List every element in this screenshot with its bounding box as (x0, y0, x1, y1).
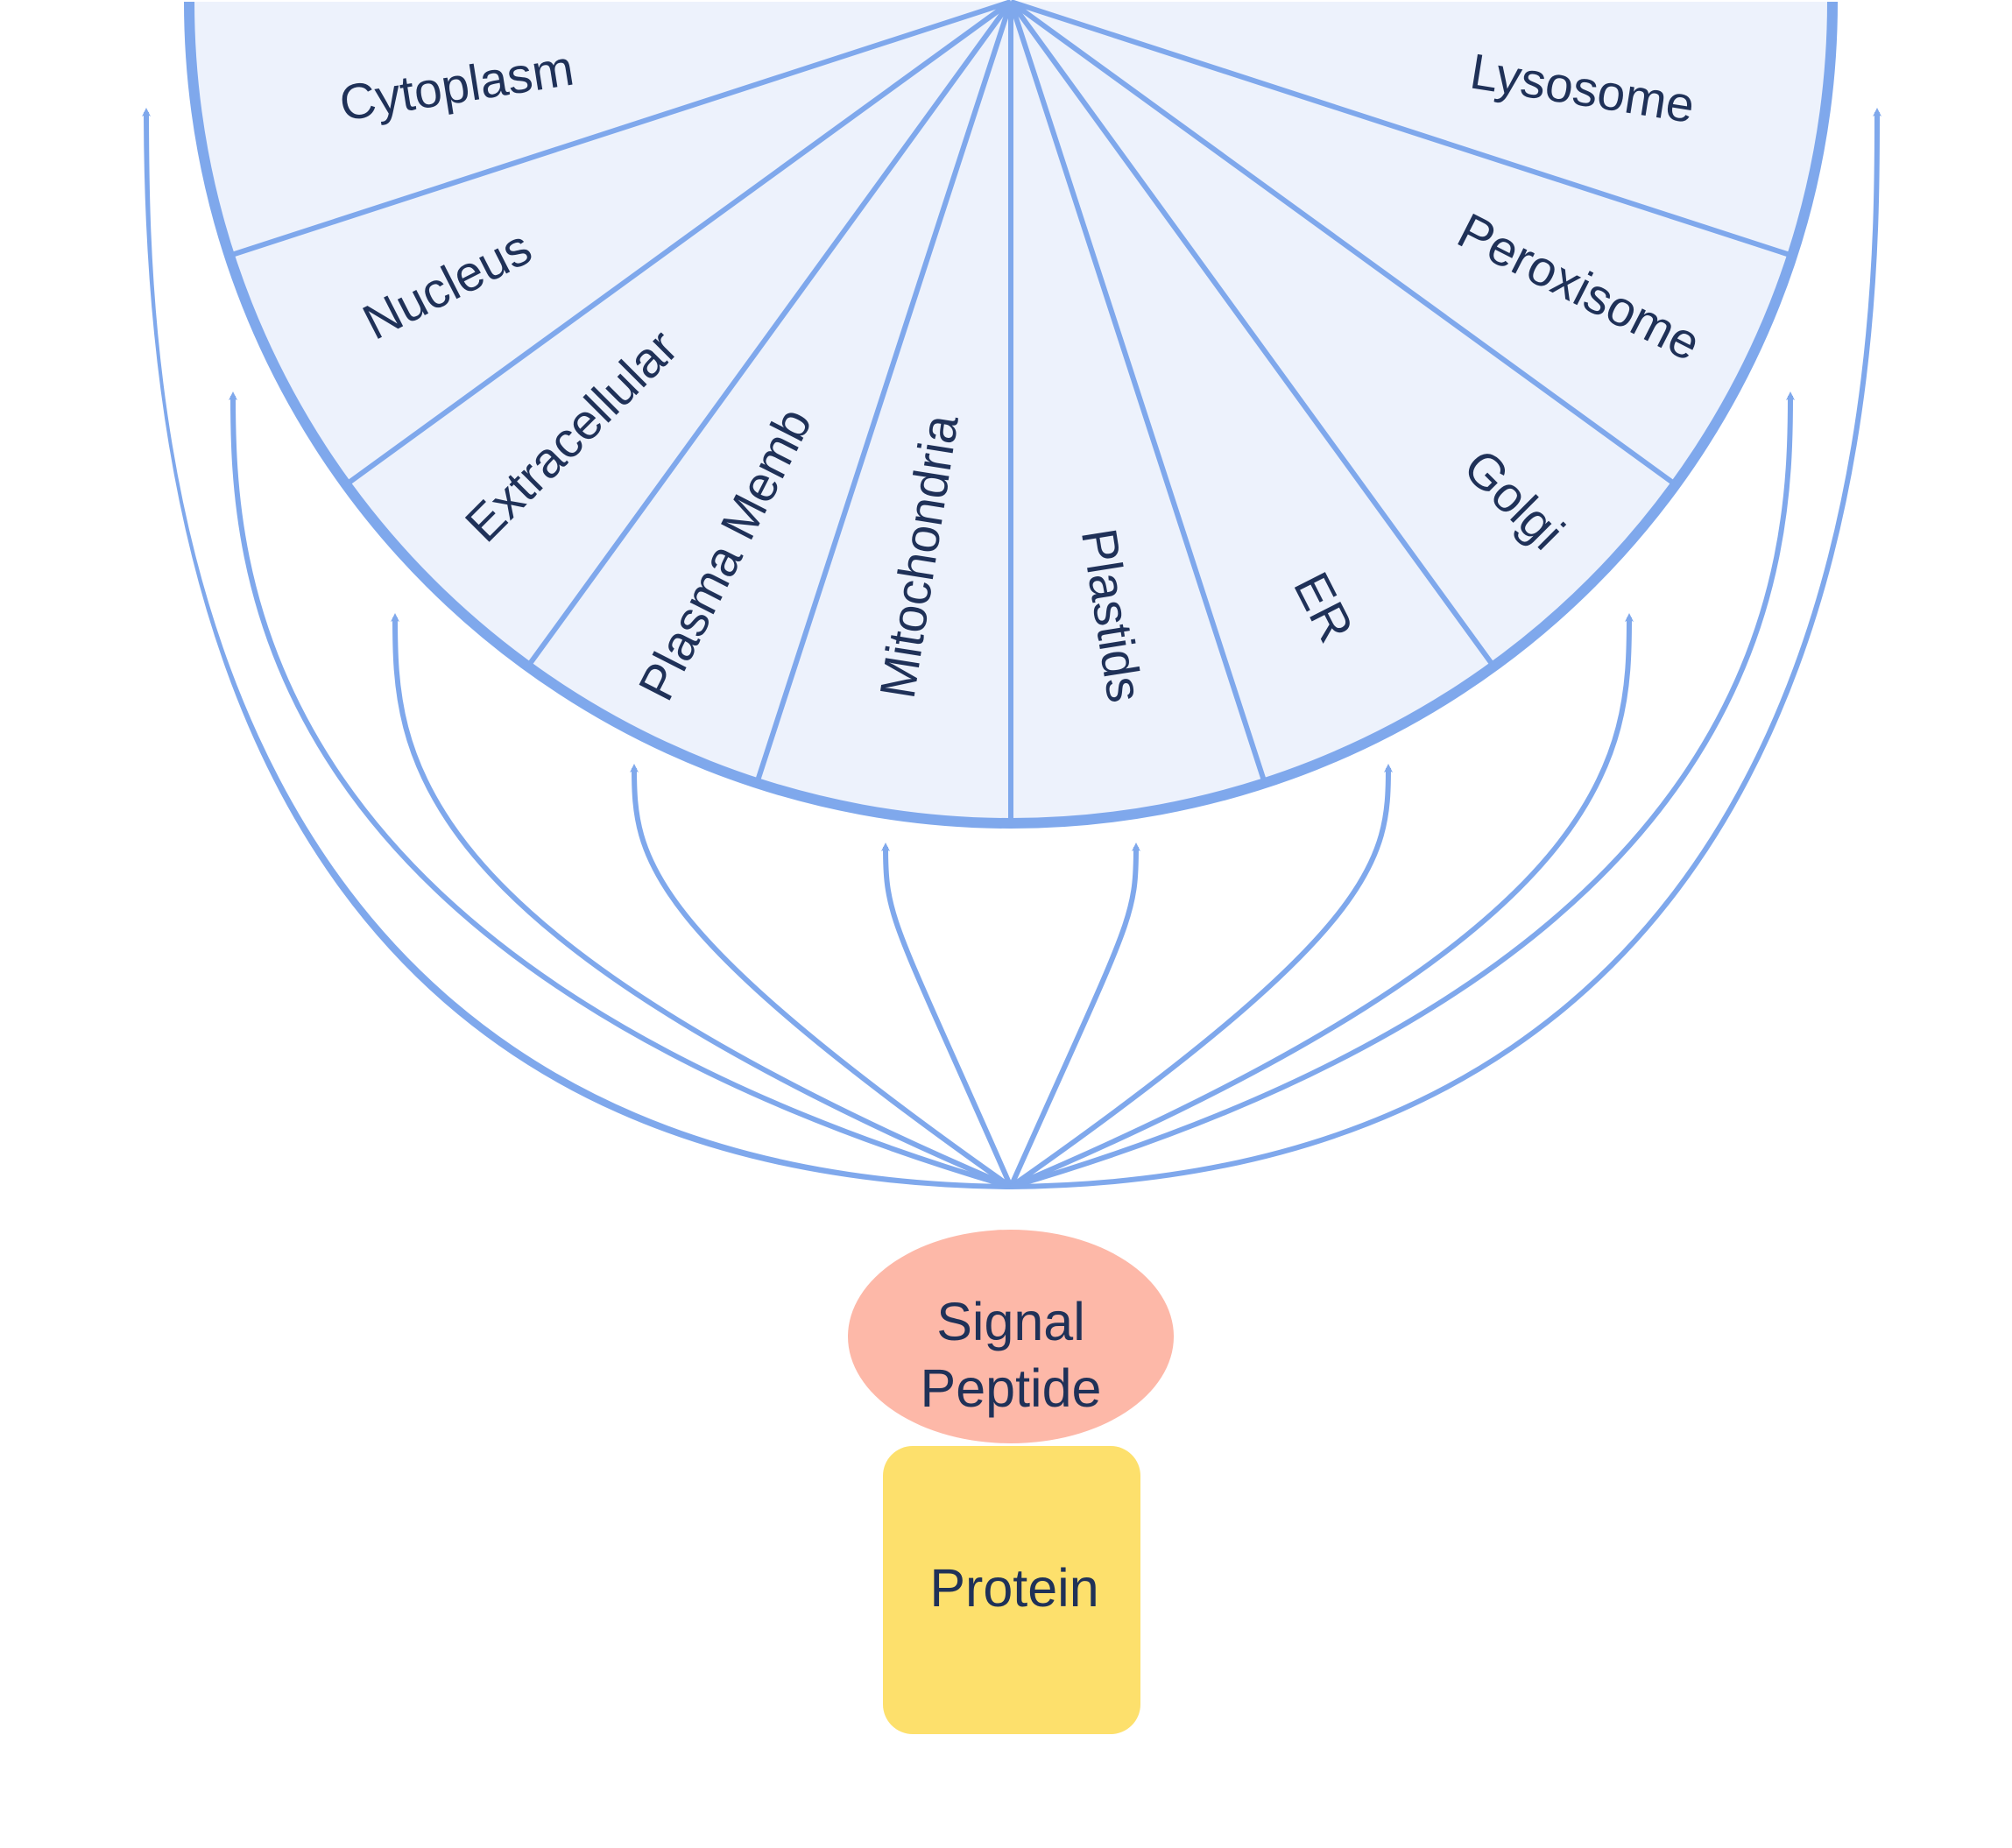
compartment-wheel: Cytoplasm Nucleus Extracellular Plasma M… (184, 0, 1838, 829)
signal-peptide-label-line1: Signal (936, 1292, 1085, 1351)
signal-peptide-label-line2: Peptide (921, 1358, 1102, 1418)
protein-shape (883, 1446, 1140, 1734)
sector-divider (1008, 0, 1496, 668)
protein-node: Protein (883, 1446, 1140, 1734)
sector-dividers (228, 0, 1794, 823)
targeting-arrow (1009, 613, 1634, 1189)
sector-divider (228, 0, 1012, 258)
targeting-arrows (142, 108, 1882, 1189)
targeting-arrow (630, 764, 1013, 1189)
protein-label: Protein (929, 1558, 1098, 1618)
targeting-arrow (391, 613, 1013, 1189)
sector-divider (1009, 0, 1677, 487)
targeting-arrow (142, 108, 1012, 1189)
targeting-arrow (1010, 108, 1882, 1189)
wheel-rim (184, 1, 1838, 829)
sector-divider (1010, 0, 1794, 258)
targeting-arrow (1008, 843, 1140, 1189)
signal-peptide-node: Signal Peptide (848, 1230, 1174, 1443)
targeting-arrow (1009, 764, 1393, 1189)
targeting-arrow (229, 391, 1012, 1189)
sector-divider (1008, 1, 1267, 785)
sector-divider (526, 0, 1013, 668)
targeting-arrow (1010, 391, 1795, 1189)
signal-peptide-shape (848, 1230, 1174, 1443)
sector-divider (344, 0, 1013, 487)
targeting-arrow (881, 843, 1013, 1189)
sector-divider (754, 1, 1013, 785)
